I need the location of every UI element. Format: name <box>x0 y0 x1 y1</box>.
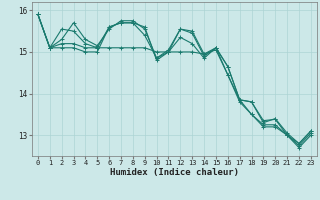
X-axis label: Humidex (Indice chaleur): Humidex (Indice chaleur) <box>110 168 239 177</box>
